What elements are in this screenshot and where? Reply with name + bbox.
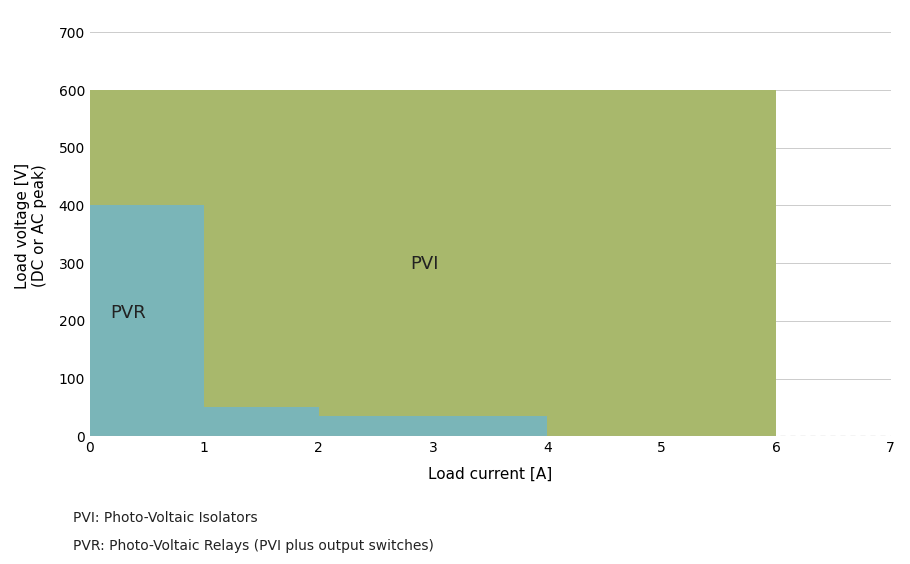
Text: PVI: Photo-Voltaic Isolators: PVI: Photo-Voltaic Isolators: [73, 510, 258, 525]
Polygon shape: [90, 205, 548, 437]
Text: PVI: PVI: [410, 255, 439, 273]
Text: PVR: PVR: [110, 304, 147, 322]
Y-axis label: Load voltage [V]
(DC or AC peak): Load voltage [V] (DC or AC peak): [15, 162, 47, 289]
X-axis label: Load current [A]: Load current [A]: [428, 466, 552, 481]
Text: PVR: Photo-Voltaic Relays (PVI plus output switches): PVR: Photo-Voltaic Relays (PVI plus outp…: [73, 539, 434, 553]
Polygon shape: [90, 90, 776, 437]
